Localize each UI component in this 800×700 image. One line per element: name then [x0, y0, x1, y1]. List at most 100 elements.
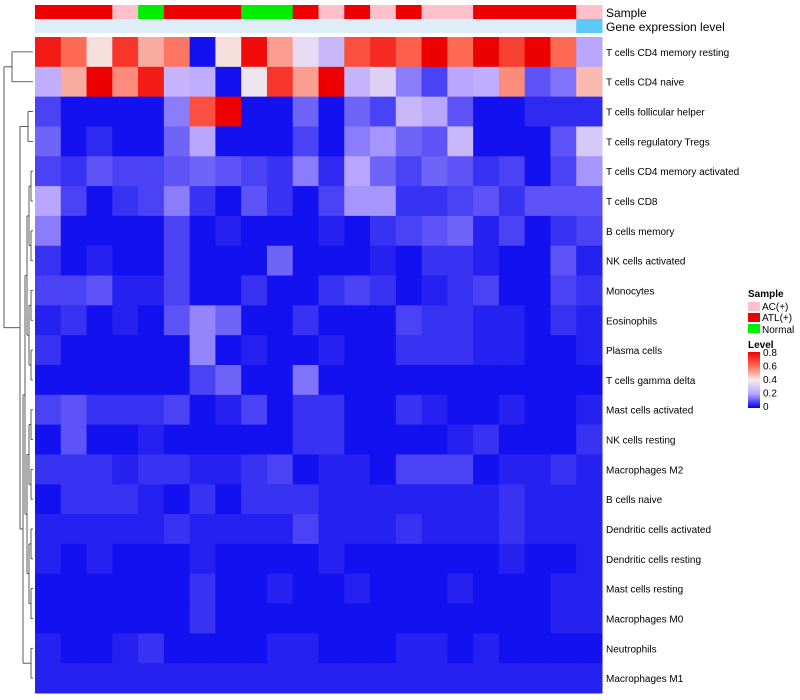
- heatmap-cell: [86, 663, 113, 694]
- heatmap-cell: [344, 603, 371, 634]
- legend-level-tick: 0.6: [763, 362, 777, 373]
- heatmap-cell: [524, 514, 551, 545]
- heatmap-cell: [447, 365, 474, 396]
- sample-annotation-cell: [524, 5, 551, 19]
- heatmap-cell: [447, 394, 474, 426]
- heatmap-cell: [370, 663, 397, 694]
- heatmap-cell: [447, 484, 474, 515]
- heatmap-cell: [163, 543, 191, 575]
- expression-annotation-cell: [138, 19, 165, 33]
- heatmap-cell: [138, 305, 165, 336]
- heatmap-cell: [473, 424, 500, 455]
- heatmap-cell: [550, 215, 577, 247]
- heatmap-cell: [447, 305, 474, 336]
- heatmap-cell: [421, 394, 448, 426]
- heatmap-cell: [550, 275, 577, 306]
- heatmap-cell: [473, 573, 500, 605]
- heatmap-cell: [370, 484, 397, 515]
- heatmap-cell: [138, 126, 165, 157]
- row-label: Neutrophils: [606, 644, 657, 655]
- heatmap-cell: [421, 305, 448, 336]
- heatmap-cell: [344, 37, 371, 68]
- heatmap-cell: [447, 186, 474, 217]
- heatmap-cell: [163, 454, 191, 485]
- heatmap-cell: [524, 126, 551, 157]
- heatmap-cell: [447, 424, 474, 455]
- heatmap-cell: [473, 245, 500, 277]
- heatmap-cell: [318, 394, 345, 426]
- heatmap-cell: [421, 454, 448, 485]
- heatmap-cell: [524, 186, 551, 217]
- heatmap-cell: [318, 424, 345, 455]
- heatmap-cell: [138, 514, 165, 545]
- heatmap-cell: [292, 663, 319, 694]
- heatmap-cell: [215, 96, 242, 127]
- heatmap-cell: [138, 663, 165, 694]
- heatmap-cell: [395, 454, 423, 485]
- heatmap-cell: [292, 573, 319, 605]
- heatmap-cell: [86, 543, 113, 575]
- heatmap-cell: [524, 484, 551, 515]
- heatmap-cell: [370, 275, 397, 306]
- heatmap-cell: [447, 126, 474, 157]
- heatmap-cell: [138, 454, 165, 485]
- heatmap-cell: [189, 514, 216, 545]
- heatmap-cell: [395, 156, 423, 187]
- heatmap-cell: [498, 454, 526, 485]
- legend-swatch-ac: [748, 302, 760, 311]
- heatmap-cell: [86, 454, 113, 485]
- heatmap-cell: [370, 215, 397, 247]
- heatmap-cell: [86, 394, 113, 426]
- sample-annotation-cell: [318, 5, 345, 19]
- heatmap-cell: [395, 335, 423, 366]
- heatmap-cell: [576, 305, 603, 336]
- heatmap-cell: [421, 633, 448, 664]
- legend-swatch-atl: [748, 313, 760, 322]
- heatmap-cell: [395, 514, 423, 545]
- heatmap-cell: [421, 96, 448, 127]
- heatmap-cell: [318, 514, 345, 545]
- heatmap-cell: [550, 66, 577, 98]
- heatmap-cell: [189, 66, 216, 98]
- heatmap-cell: [395, 186, 423, 217]
- heatmap-cell: [112, 275, 139, 306]
- row-label: Macrophages M1: [606, 674, 684, 685]
- heatmap-cell: [266, 305, 294, 336]
- heatmap-cell: [35, 365, 62, 396]
- expression-annotation-cell: [292, 19, 319, 33]
- expression-annotation-cell: [189, 19, 216, 33]
- heatmap-cell: [266, 275, 294, 306]
- legend: Sample AC(+) ATL(+) Normal Level 0.80.60…: [748, 289, 794, 413]
- heatmap-cell: [138, 335, 165, 366]
- heatmap-cell: [138, 394, 165, 426]
- heatmap-cell: [86, 156, 113, 187]
- heatmap-cell: [189, 335, 216, 366]
- heatmap-cell: [370, 245, 397, 277]
- heatmap-cell: [498, 37, 526, 68]
- heatmap-cell: [318, 156, 345, 187]
- heatmap-cell: [498, 603, 526, 634]
- expression-annotation-cell: [60, 19, 88, 33]
- heatmap-cells: [35, 37, 603, 694]
- heatmap-cell: [112, 305, 139, 336]
- heatmap-cell: [550, 305, 577, 336]
- heatmap-cell: [35, 484, 62, 515]
- heatmap-cell: [112, 394, 139, 426]
- heatmap-cell: [163, 335, 191, 366]
- heatmap-cell: [60, 543, 88, 575]
- heatmap-cell: [576, 394, 603, 426]
- heatmap-cell: [550, 663, 577, 694]
- heatmap-cell: [163, 37, 191, 68]
- heatmap-cell: [163, 484, 191, 515]
- heatmap-cell: [215, 424, 242, 455]
- heatmap-cell: [35, 424, 62, 455]
- heatmap-cell: [498, 66, 526, 98]
- heatmap-cell: [395, 394, 423, 426]
- heatmap-cell: [524, 215, 551, 247]
- heatmap-cell: [215, 66, 242, 98]
- heatmap-cell: [318, 126, 345, 157]
- heatmap-cell: [266, 424, 294, 455]
- heatmap-cell: [112, 245, 139, 277]
- heatmap-cell: [60, 335, 88, 366]
- sample-annotation-cell: [292, 5, 319, 19]
